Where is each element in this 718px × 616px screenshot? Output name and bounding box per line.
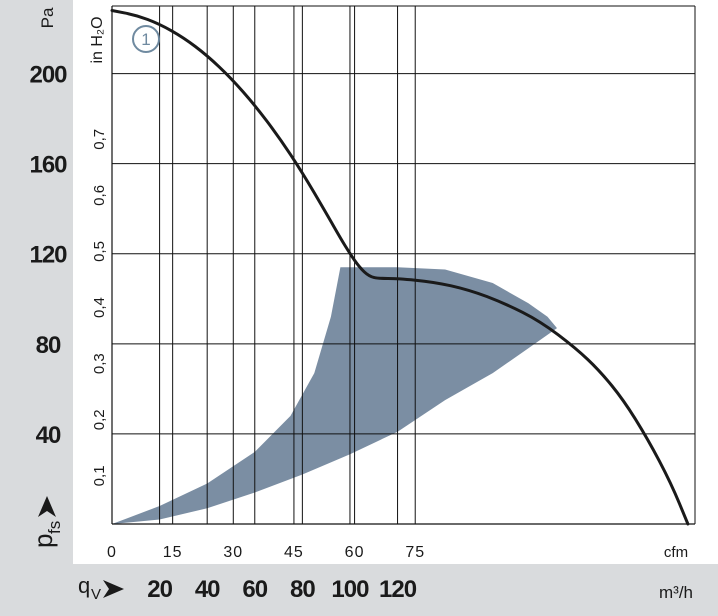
y-secondary-tick: 0,5 bbox=[91, 241, 108, 262]
y-secondary-tick-label: 0,6 bbox=[91, 185, 108, 206]
y-axis-symbol-sub: fs bbox=[45, 521, 64, 534]
curve-label-text: 1 bbox=[141, 30, 150, 49]
x-tick-label-m3h: 100 bbox=[331, 576, 369, 603]
x-secondary-tick-label: 15 bbox=[163, 544, 183, 561]
y-tick-label-pa: 80 bbox=[36, 332, 61, 359]
y-axis-symbol: pfs bbox=[28, 521, 64, 548]
x-secondary-tick-label: 30 bbox=[223, 544, 243, 561]
operating-range-area bbox=[112, 267, 557, 524]
y-axis-secondary-unit-text: in H₂O bbox=[89, 16, 106, 63]
x-tick-label-m3h: 60 bbox=[242, 576, 267, 603]
y-axis-unit-pa: Pa bbox=[38, 7, 57, 28]
y-secondary-tick-label: 0,4 bbox=[91, 297, 108, 318]
x-axis-unit-m3h: m³/h bbox=[659, 583, 693, 602]
x-tick-label-m3h: 120 bbox=[379, 576, 417, 603]
y-secondary-tick: 0,1 bbox=[91, 465, 108, 486]
y-secondary-tick-label: 0,2 bbox=[91, 409, 108, 430]
y-secondary-tick-label: 0,3 bbox=[91, 353, 108, 374]
x-secondary-unit: cfm bbox=[664, 544, 688, 561]
x-tick-label-m3h: 40 bbox=[195, 576, 220, 603]
fan-curve-series-1 bbox=[110, 9, 690, 526]
y-secondary-tick: 0,2 bbox=[91, 409, 108, 430]
x-axis-arrow bbox=[103, 580, 124, 598]
y-tick-label-pa: 120 bbox=[29, 242, 67, 269]
y-secondary-tick: 0,7 bbox=[91, 129, 108, 150]
x-secondary-tick-label: 0 bbox=[107, 544, 117, 561]
x-tick-label-m3h: 80 bbox=[290, 576, 315, 603]
y-secondary-tick: 0,3 bbox=[91, 353, 108, 374]
x-secondary-tick-label: 75 bbox=[405, 544, 425, 561]
left-axis-panel bbox=[0, 0, 73, 564]
y-axis-symbol-main: p bbox=[28, 534, 58, 548]
y-tick-label-pa: 200 bbox=[29, 62, 67, 89]
x-axis-symbol-sub: V bbox=[91, 586, 101, 603]
x-tick-label-m3h: 20 bbox=[147, 576, 172, 603]
x-axis-symbol-main: q bbox=[78, 573, 90, 598]
y-secondary-tick-label: 0,7 bbox=[91, 129, 108, 150]
y-axis-arrow bbox=[38, 496, 56, 517]
y-secondary-tick: 0,6 bbox=[91, 185, 108, 206]
y-tick-label-pa: 40 bbox=[36, 422, 61, 449]
y-secondary-tick-label: 0,1 bbox=[91, 465, 108, 486]
y-secondary-tick-label: 0,5 bbox=[91, 241, 108, 262]
x-secondary-tick-label: 45 bbox=[284, 544, 304, 561]
y-tick-label-pa: 160 bbox=[29, 152, 67, 179]
y-secondary-tick: 0,4 bbox=[91, 297, 108, 318]
x-secondary-tick-label: 60 bbox=[345, 544, 365, 561]
y-axis-secondary-unit: in H₂O bbox=[89, 16, 106, 63]
curve-label-circle bbox=[132, 25, 160, 53]
